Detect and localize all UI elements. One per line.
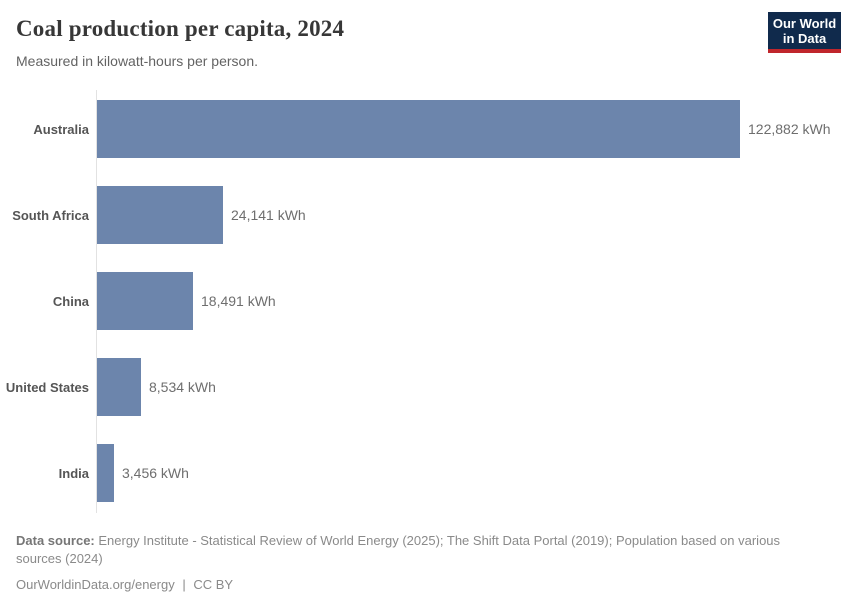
bar[interactable]	[96, 358, 141, 416]
bar-chart: Australia 122,882 kWh South Africa 24,141 k…	[0, 86, 850, 516]
chart-row: India 3,456 kWh	[0, 430, 850, 516]
chart-row: South Africa 24,141 kWh	[0, 172, 850, 258]
footer-separator: |	[182, 577, 186, 592]
chart-row: United States 8,534 kWh	[0, 344, 850, 430]
category-label: United States	[5, 379, 89, 395]
footer-byline: OurWorldinData.org/energy | CC BY	[16, 576, 834, 594]
bar[interactable]	[96, 444, 114, 502]
value-label: 24,141 kWh	[231, 207, 306, 223]
chart-rows: Australia 122,882 kWh South Africa 24,141 k…	[0, 86, 850, 516]
value-label: 122,882 kWh	[748, 121, 831, 137]
category-label: India	[58, 465, 89, 481]
chart-subtitle: Measured in kilowatt-hours per person.	[16, 53, 259, 69]
data-source-note: Data source: Energy Institute - Statisti…	[16, 532, 816, 568]
category-label: China	[52, 293, 89, 309]
bar[interactable]	[96, 186, 223, 244]
bar[interactable]	[96, 272, 193, 330]
owid-logo-line1: Our World	[772, 16, 837, 31]
chart-header: Coal production per capita, 2024 Measure…	[0, 0, 850, 70]
data-source-text: Energy Institute - Statistical Review of…	[16, 533, 781, 566]
owid-logo[interactable]: Our World in Data	[768, 12, 841, 53]
value-label: 8,534 kWh	[149, 379, 216, 395]
owid-logo-line2: in Data	[782, 31, 827, 46]
owid-url-link[interactable]: OurWorldinData.org/energy	[16, 577, 175, 592]
chart-row: China 18,491 kWh	[0, 258, 850, 344]
license-link[interactable]: CC BY	[193, 577, 234, 592]
chart-row: Australia 122,882 kWh	[0, 86, 850, 172]
value-label: 18,491 kWh	[201, 293, 276, 309]
page-title: Coal production per capita, 2024	[16, 16, 345, 41]
bar[interactable]	[96, 100, 740, 158]
y-axis-line	[96, 90, 97, 513]
category-label: South Africa	[12, 207, 89, 223]
data-source-label: Data source:	[16, 533, 95, 548]
chart-footer: Data source: Energy Institute - Statisti…	[0, 532, 850, 594]
category-label: Australia	[33, 121, 89, 137]
value-label: 3,456 kWh	[122, 465, 189, 481]
